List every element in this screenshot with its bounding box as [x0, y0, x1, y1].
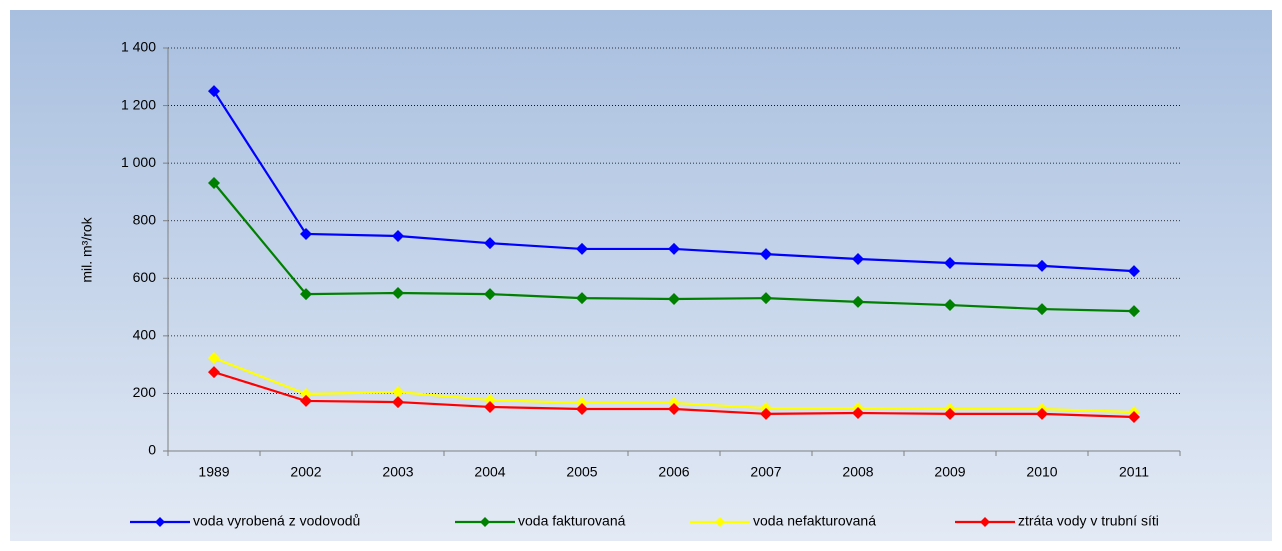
data-point: [1036, 259, 1048, 272]
data-point: [576, 292, 588, 305]
x-tick-label: 2004: [474, 464, 505, 480]
data-point: [300, 394, 312, 407]
y-tick-label: 1 400: [121, 39, 156, 55]
background: [10, 10, 1272, 541]
data-point: [300, 388, 312, 401]
data-point: [392, 385, 404, 398]
data-point: [1128, 411, 1140, 424]
x-tick-label: 2008: [842, 464, 873, 480]
data-point: [392, 286, 404, 299]
data-point: [1036, 407, 1048, 420]
data-point: [668, 402, 680, 415]
data-point: [576, 396, 588, 409]
data-point: [668, 396, 680, 409]
x-tick-label: 1989: [198, 464, 229, 480]
data-point: [1128, 265, 1140, 278]
data-point: [484, 400, 496, 413]
x-tick-label: 2005: [566, 464, 597, 480]
x-tick-label: 2007: [750, 464, 781, 480]
data-point: [392, 229, 404, 242]
y-axis-label: mil. m³/rok: [79, 216, 95, 282]
data-point: [1036, 303, 1048, 316]
data-point: [852, 252, 864, 265]
data-point: [1128, 305, 1140, 318]
legend-label: voda nefakturovaná: [753, 513, 876, 529]
data-point: [300, 288, 312, 301]
data-point: [484, 394, 496, 407]
data-point: [852, 407, 864, 420]
data-point: [760, 292, 772, 305]
legend-label: ztráta vody v trubní síti: [1018, 513, 1159, 529]
data-point: [760, 248, 772, 261]
x-tick-label: 2002: [290, 464, 321, 480]
y-tick-label: 0: [148, 442, 156, 458]
data-point: [208, 85, 220, 98]
data-point: [760, 407, 772, 420]
x-tick-label: 2003: [382, 464, 413, 480]
legend-marker: [715, 517, 725, 527]
data-point: [852, 295, 864, 308]
data-point: [208, 366, 220, 379]
data-point: [668, 293, 680, 306]
data-point: [208, 177, 220, 190]
data-point: [944, 257, 956, 270]
data-point: [208, 352, 220, 365]
y-tick-label: 400: [133, 327, 157, 343]
legend-marker: [480, 517, 490, 527]
data-point: [944, 299, 956, 312]
y-tick-label: 800: [133, 211, 157, 227]
legend-marker: [980, 517, 990, 527]
y-tick-label: 1 000: [121, 154, 156, 170]
data-point: [576, 402, 588, 415]
y-tick-label: 1 200: [121, 96, 156, 112]
data-point: [392, 396, 404, 409]
data-point: [484, 237, 496, 250]
data-point: [944, 407, 956, 420]
data-point: [300, 227, 312, 240]
x-tick-label: 2006: [658, 464, 689, 480]
y-tick-label: 200: [133, 384, 157, 400]
x-tick-label: 2011: [1119, 464, 1149, 480]
legend-marker: [155, 517, 165, 527]
data-point: [484, 288, 496, 301]
y-tick-label: 600: [133, 269, 157, 285]
data-point: [576, 242, 588, 255]
x-tick-label: 2010: [1026, 464, 1057, 480]
x-tick-label: 2009: [934, 464, 965, 480]
legend-label: voda vyrobená z vodovodů: [193, 513, 360, 529]
legend-label: voda fakturovaná: [518, 513, 626, 529]
data-point: [668, 242, 680, 255]
